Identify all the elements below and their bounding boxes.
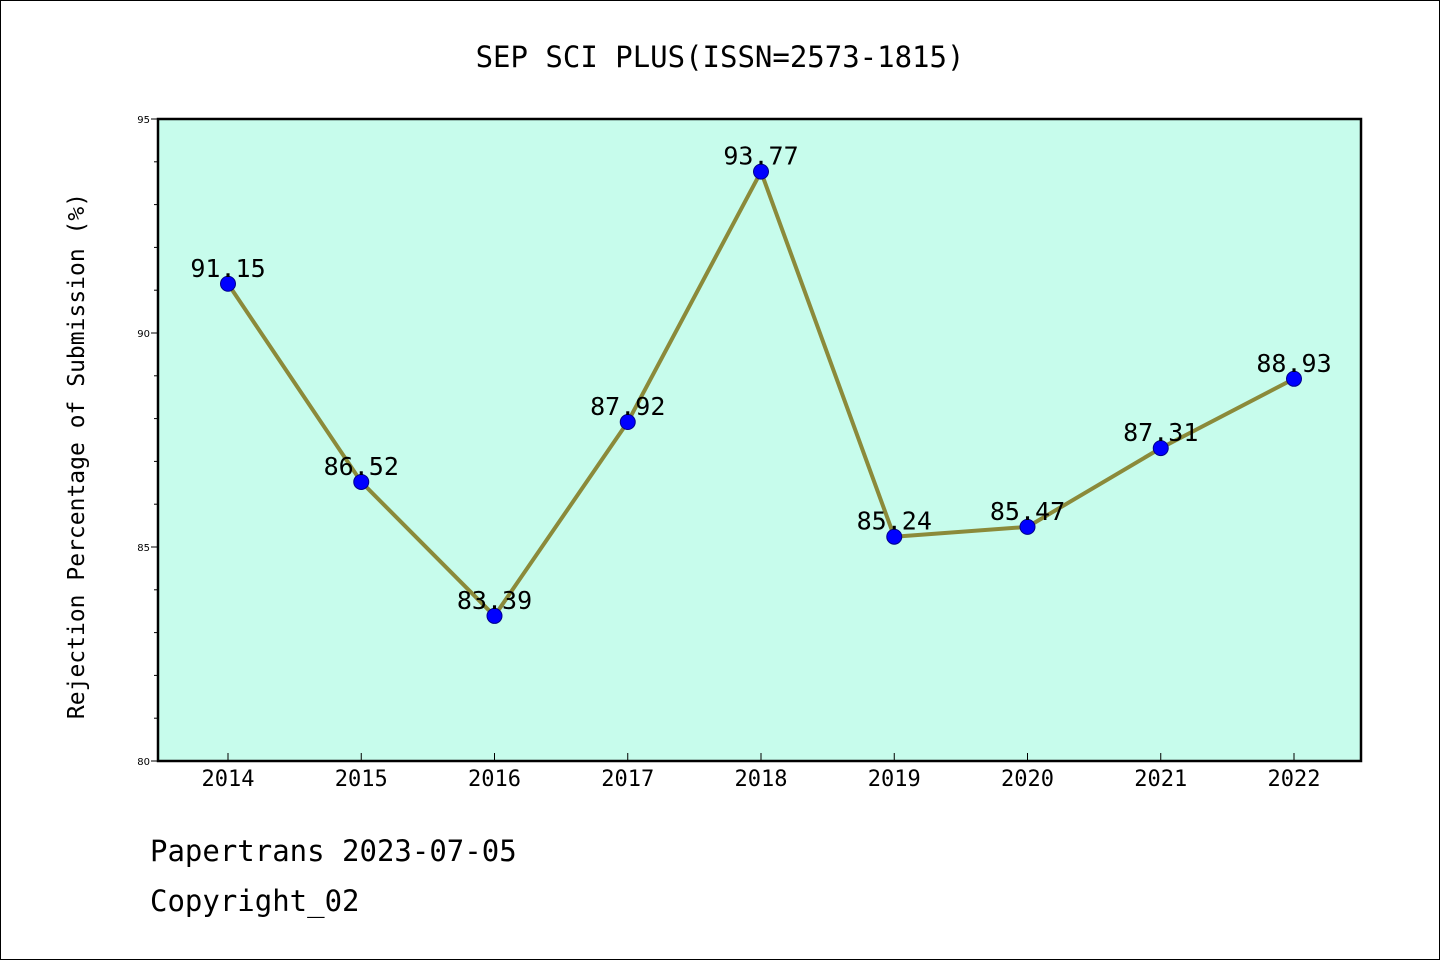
x-axis: 2014 2015 2016 2017 2018 2019 2020 2021 2022: [202, 753, 1321, 792]
y-axis-label: Rejection Percentage of Submission (%): [64, 193, 90, 719]
y-tick-label: 85: [137, 543, 150, 554]
y-axis: 80 85 90 95: [137, 115, 158, 768]
data-label: 88.93: [1256, 349, 1331, 378]
data-point-marker: [1019, 518, 1036, 535]
y-tick-label: 80: [137, 757, 150, 768]
data-label: 86.52: [324, 452, 399, 481]
data-point-marker: [353, 473, 370, 490]
data-labels: 91.15 86.52 83.39 87.92 93.77 85.24 85.47 87.31…: [190, 142, 1331, 615]
data-point-marker: [1152, 440, 1169, 457]
data-point-marker: [753, 163, 769, 180]
x-tick-label: 2020: [1001, 767, 1054, 792]
x-tick-label: 2022: [1268, 767, 1321, 792]
data-point-marker: [486, 607, 503, 624]
x-tick-label: 2018: [735, 767, 788, 792]
x-tick-label: 2017: [601, 767, 654, 792]
data-label: 91.15: [190, 254, 265, 283]
data-label: 93.77: [723, 142, 798, 171]
x-tick-label: 2014: [202, 767, 255, 792]
data-point-marker: [886, 528, 903, 545]
x-tick-label: 2015: [335, 767, 388, 792]
data-points: [220, 163, 1302, 624]
data-label: 85.47: [990, 497, 1065, 526]
footer-date-line: Papertrans 2023-07-05: [150, 834, 517, 868]
x-tick-label: 2016: [468, 767, 521, 792]
y-tick-label: 90: [137, 329, 150, 340]
x-tick-label: 2019: [868, 767, 921, 792]
data-label: 87.92: [590, 392, 665, 421]
y-tick-label: 95: [137, 115, 150, 126]
footer-copyright-line: Copyright_02: [150, 884, 360, 918]
data-point-marker: [1286, 370, 1302, 387]
data-label: 83.39: [457, 586, 532, 615]
data-label: 85.24: [857, 507, 932, 536]
chart-title: SEP SCI PLUS(ISSN=2573-1815): [476, 40, 965, 74]
x-tick-label: 2021: [1134, 767, 1187, 792]
data-label: 87.31: [1123, 418, 1198, 447]
plot-area: [156, 117, 1363, 763]
data-point-marker: [619, 414, 636, 431]
data-point-marker: [220, 275, 236, 292]
